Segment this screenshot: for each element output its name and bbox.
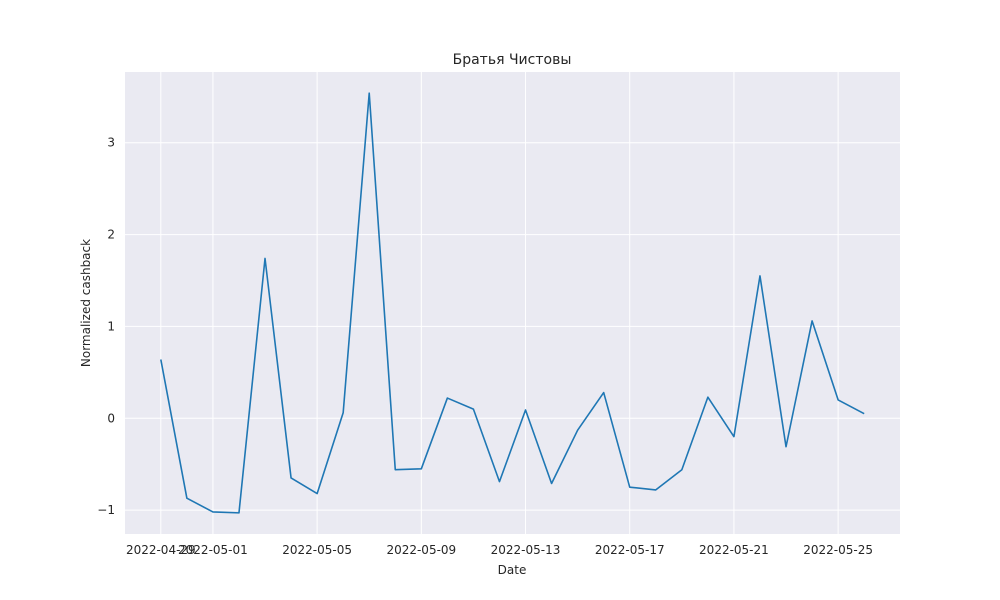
y-tick-label: 3 <box>107 136 115 150</box>
x-axis-label: Date <box>498 563 527 577</box>
y-tick-label: 0 <box>107 411 115 425</box>
x-tick-label: 2022-05-05 <box>282 543 352 557</box>
x-tick-label: 2022-05-13 <box>491 543 561 557</box>
x-tick-label: 2022-05-09 <box>386 543 456 557</box>
y-grid <box>125 142 900 511</box>
y-axis-label: Normalized cashback <box>79 239 93 367</box>
x-grid <box>160 72 839 534</box>
series-group <box>160 92 865 514</box>
x-tick-label: 2022-05-25 <box>803 543 873 557</box>
y-tick-label: 2 <box>107 228 115 242</box>
y-tick-label: 1 <box>107 319 115 333</box>
y-tick-labels: −1 0 1 2 3 <box>97 136 115 517</box>
plot-area <box>125 72 900 534</box>
y-tick-label: −1 <box>97 503 115 517</box>
x-tick-label: 2022-05-21 <box>699 543 769 557</box>
x-tick-label: 2022-05-17 <box>595 543 665 557</box>
series-line <box>160 92 865 514</box>
x-tick-label: 2022-04-29 <box>126 543 196 557</box>
x-tick-label: 2022-05-01 <box>178 543 248 557</box>
chart-title: Братья Чистовы <box>453 52 572 68</box>
